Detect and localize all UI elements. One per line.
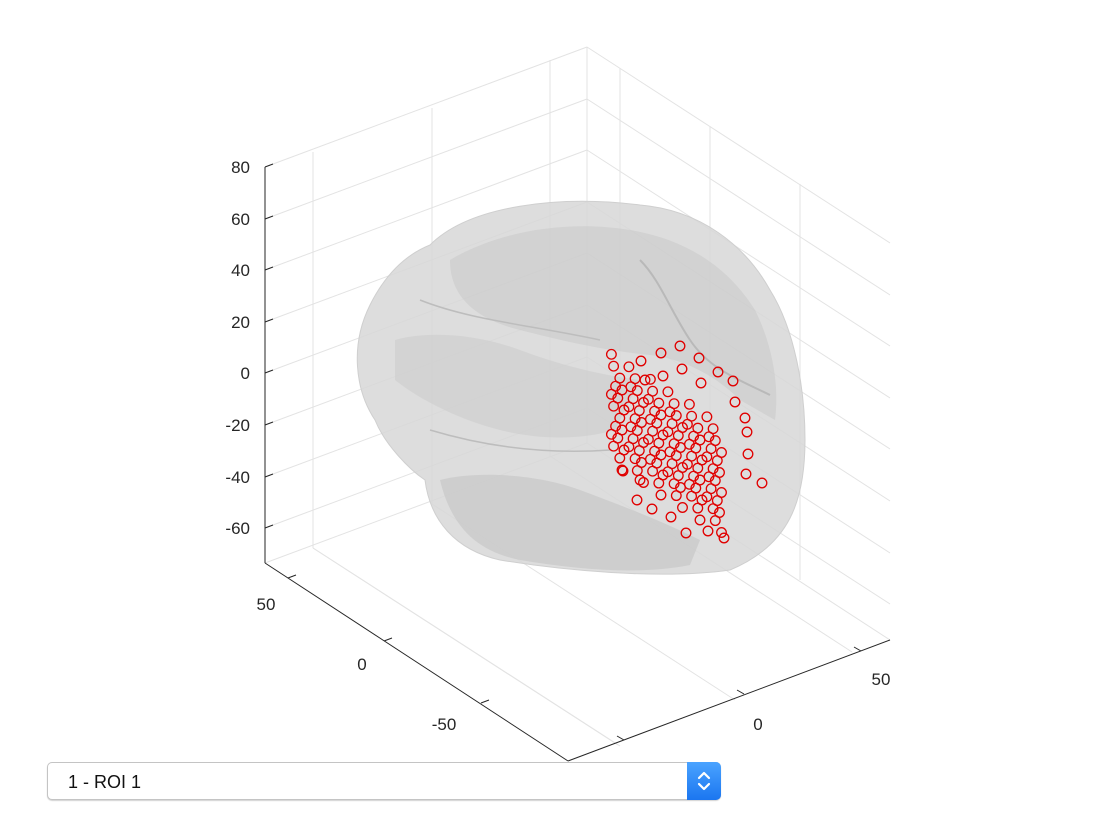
z-tick-label: 20 <box>231 313 250 332</box>
roi-marker <box>683 478 695 490</box>
roi-marker <box>686 490 698 502</box>
roi-marker <box>642 393 654 405</box>
roi-marker <box>718 532 730 544</box>
roi-marker <box>707 503 719 515</box>
z-tick-label: -60 <box>225 519 250 538</box>
up-down-chevron-icon[interactable] <box>687 762 721 800</box>
y-tick-label: 0 <box>357 655 366 674</box>
roi-marker <box>701 491 713 503</box>
y-tick-label: 50 <box>257 595 276 614</box>
roi-marker <box>695 377 707 389</box>
roi-marker <box>702 525 714 537</box>
roi-marker <box>617 465 629 477</box>
roi-marker <box>646 503 658 515</box>
roi-marker <box>674 340 686 352</box>
roi-marker <box>647 465 659 477</box>
roi-marker <box>681 458 693 470</box>
roi-marker <box>614 452 626 464</box>
roi-marker <box>605 428 617 440</box>
roi-marker <box>740 468 752 480</box>
roi-marker <box>716 527 727 538</box>
roi-marker <box>623 401 635 413</box>
roi-marker <box>653 477 665 489</box>
roi-marker <box>680 527 692 539</box>
roi-marker <box>683 438 695 450</box>
z-tick-label: 0 <box>241 364 250 383</box>
roi-marker <box>608 400 620 412</box>
roi-marker <box>703 431 715 443</box>
roi-marker <box>631 494 643 506</box>
roi-marker <box>681 418 693 430</box>
y-axis-ticks: 50 0 -50 <box>257 574 490 734</box>
roi-marker <box>639 374 651 386</box>
roi-marker <box>692 502 704 514</box>
roi-marker <box>657 370 669 382</box>
roi-marker <box>742 448 754 460</box>
x-tick-label: 50 <box>872 670 891 689</box>
roi-marker <box>664 406 676 418</box>
roi-marker <box>676 363 688 375</box>
roi-marker <box>756 477 768 489</box>
roi-marker <box>608 440 620 452</box>
roi-marker <box>655 489 667 501</box>
roi-marker <box>623 441 635 453</box>
roi-marker <box>668 478 680 490</box>
z-axis-ticks: 80 60 40 20 0 -20 -40 -60 <box>225 158 274 538</box>
roi-marker <box>616 464 628 476</box>
roi-marker <box>655 347 667 359</box>
roi-marker <box>625 421 637 433</box>
roi-marker <box>709 515 721 527</box>
roi-marker <box>741 426 753 438</box>
roi-marker <box>634 474 646 486</box>
roi-marker <box>605 388 617 400</box>
z-tick-label: -40 <box>225 468 250 487</box>
roi-marker <box>635 355 647 367</box>
roi-marker <box>701 411 713 423</box>
roi-popup-menu[interactable]: 1 - ROI 1 <box>47 762 721 800</box>
roi-marker <box>701 451 713 463</box>
roi-marker <box>683 398 695 410</box>
roi-marker <box>703 471 715 483</box>
z-tick-label: 40 <box>231 261 250 280</box>
roi-marker <box>644 453 656 465</box>
roi-marker <box>662 386 674 398</box>
roi-marker <box>644 413 656 425</box>
roi-marker <box>644 373 656 385</box>
roi-marker <box>623 361 635 373</box>
roi-marker <box>693 352 705 364</box>
z-tick-label: 80 <box>231 158 250 177</box>
z-tick-label: -20 <box>225 416 250 435</box>
roi-marker <box>662 426 674 438</box>
roi-marker <box>739 412 751 424</box>
roi-marker <box>665 511 677 523</box>
roi-marker <box>694 514 706 526</box>
roi-marker <box>629 453 641 465</box>
roi-marker <box>642 433 654 445</box>
x-tick-label: 0 <box>753 715 762 734</box>
roi-marker <box>670 490 682 502</box>
brain-surface-mesh <box>356 200 806 575</box>
roi-marker <box>605 348 617 360</box>
roi-marker <box>625 381 637 393</box>
roi-marker <box>727 375 739 387</box>
x-axis-ticks: 50 0 <box>616 646 891 741</box>
roi-marker <box>608 360 620 372</box>
y-tick-label: -50 <box>432 715 457 734</box>
roi-marker-group <box>605 340 768 544</box>
z-tick-label: 60 <box>231 210 250 229</box>
roi-marker <box>677 502 688 513</box>
roi-marker <box>712 366 724 378</box>
roi-marker <box>664 446 676 458</box>
roi-marker <box>729 396 741 408</box>
roi-popup-selected: 1 - ROI 1 <box>68 772 142 792</box>
axis-lines <box>264 167 891 762</box>
roi-marker <box>662 466 674 478</box>
